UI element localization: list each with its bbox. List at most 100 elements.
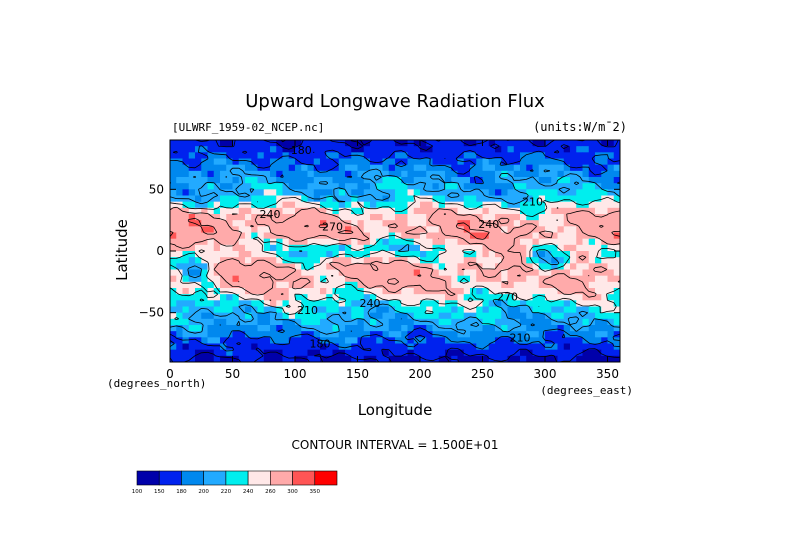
flux-cell [588,214,596,221]
flux-cell [357,325,365,332]
flux-cell [563,349,571,357]
flux-cell [320,325,327,332]
flux-cell [420,177,427,184]
flux-cell [320,300,327,307]
flux-cell [188,294,196,301]
flux-cell [213,318,221,326]
flux-cell [282,140,290,147]
flux-cell [370,343,377,351]
flux-cell [388,238,396,246]
flux-cell [176,140,183,147]
flux-cell [176,337,183,344]
flux-cell [195,214,202,221]
x-tick-label: 0 [166,367,174,381]
flux-cell [263,294,271,301]
flux-cell [182,318,190,326]
flux-cell [282,331,290,338]
flux-cell [495,140,502,147]
flux-cell [413,257,421,264]
flux-cell [401,238,408,246]
flux-cell [195,355,202,362]
flux-cell [551,207,558,215]
flux-cell [570,214,577,221]
flux-cell [520,325,527,332]
flux-cell [451,269,458,277]
flux-cell [538,195,546,203]
flux-cell [445,275,452,283]
flux-cell [526,349,533,357]
flux-cell [601,263,608,270]
flux-cell [513,257,521,264]
flux-cell [188,238,196,246]
flux-cell [476,189,483,196]
flux-cell [176,325,183,332]
flux-cell [401,220,408,227]
flux-cell [195,152,202,159]
flux-cell [607,257,615,264]
flux-cell [526,201,533,209]
flux-cell [238,269,246,277]
flux-cell [576,164,583,172]
flux-cell [226,164,233,172]
flux-cell [463,232,471,240]
flux-cell [345,294,352,301]
flux-cell [463,269,471,277]
flux-cell [613,251,620,258]
flux-cell [251,257,258,264]
flux-cell [207,214,215,221]
flux-cell [595,331,602,338]
flux-cell [563,331,571,338]
flux-cell [226,238,233,246]
flux-cell [582,183,590,190]
flux-cell [563,312,571,320]
flux-cell [288,263,296,270]
flux-cell [276,263,283,270]
flux-cell [382,232,390,240]
flux-cell [438,158,446,166]
flux-cell [213,331,221,338]
flux-cell [182,189,190,196]
flux-cell [401,325,408,332]
flux-cell [332,269,340,277]
flux-cell [463,220,471,227]
flux-cell [426,214,433,221]
flux-cell [313,226,321,233]
flux-cell [207,189,215,196]
flux-cell [388,201,396,209]
flux-cell [170,312,177,320]
flux-cell [420,288,427,295]
flux-cell [207,300,215,307]
flux-cell [401,170,408,178]
flux-cell [338,244,346,252]
flux-cell [576,183,583,190]
flux-cell [313,312,321,320]
flux-cell [176,183,183,190]
flux-cell [413,300,421,307]
flux-cell [251,325,258,332]
flux-cell [295,349,302,357]
flux-cell [320,331,327,338]
flux-cell [613,318,620,326]
flux-cell [270,318,277,326]
flux-cell [595,288,602,295]
flux-cell [170,343,177,351]
flux-cell [538,288,546,295]
flux-cell [607,226,615,233]
flux-cell [563,281,571,289]
flux-cell [470,318,477,326]
flux-cell [320,183,327,190]
flux-cell [213,195,221,203]
flux-cell [345,337,352,344]
flux-cell [463,325,471,332]
flux-cell [545,331,552,338]
flux-cell [576,158,583,166]
colorbar-swatch [225,470,249,486]
flux-cell [495,318,502,326]
flux-cell [595,269,602,277]
flux-cell [326,183,333,190]
flux-cell [513,337,521,344]
flux-cell [195,275,202,283]
flux-cell [351,300,358,307]
flux-cell [270,232,277,240]
flux-cell [351,288,358,295]
